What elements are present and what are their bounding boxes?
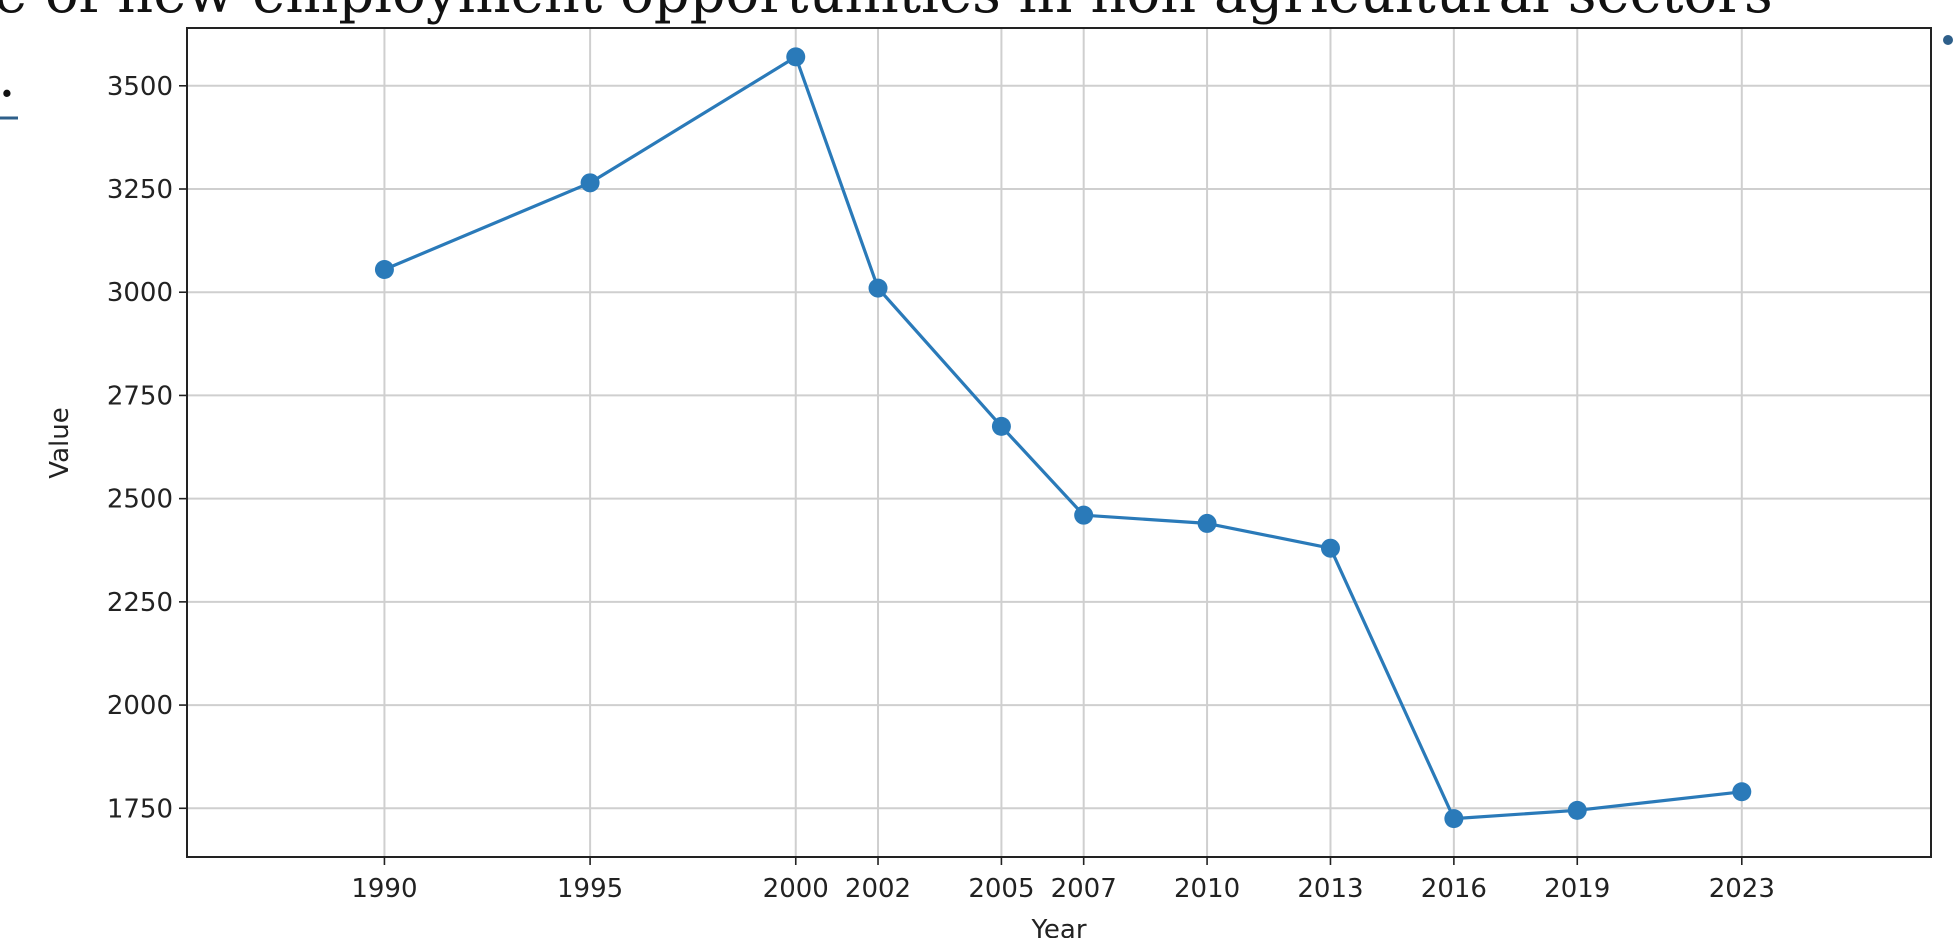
data-point [991, 416, 1011, 436]
data-point [1732, 782, 1752, 802]
y-tick-label: 3000 [107, 278, 173, 308]
x-tick-label: 1995 [557, 874, 623, 904]
y-tick-label: 2500 [107, 485, 173, 515]
y-tick-label: 2250 [107, 588, 173, 618]
x-tick-label: 2016 [1421, 874, 1487, 904]
grid [187, 28, 1931, 857]
y-tick-label: 1750 [107, 794, 173, 824]
background-headline-text: e of new employment opportunities in non… [0, 0, 1773, 26]
data-point [1444, 809, 1464, 829]
x-axis-label: Year [1030, 915, 1086, 938]
x-tick-label: 1990 [351, 874, 417, 904]
data-point [1320, 538, 1340, 558]
data-point [580, 173, 600, 193]
y-tick-label: 3500 [107, 72, 173, 102]
x-tick-label: 2000 [763, 874, 829, 904]
background-left-mark: . [0, 45, 16, 110]
y-axis-label: Value [45, 407, 75, 478]
background-dot [1943, 35, 1953, 45]
x-tick-label: 2019 [1544, 874, 1610, 904]
x-tick-label: 2023 [1709, 874, 1775, 904]
x-tick-label: 2013 [1297, 874, 1363, 904]
x-tick-label: 2002 [845, 874, 911, 904]
axis-ticks: 1990 1995 2000 2002 2005 2007 2010 2013 2016 2019… [107, 72, 1775, 904]
data-point [1567, 800, 1587, 820]
x-tick-label: 2010 [1174, 874, 1240, 904]
x-tick-label: 2005 [968, 874, 1034, 904]
plot-frame [186, 27, 1932, 858]
data-point [374, 260, 394, 280]
x-tick-label: 2007 [1051, 874, 1117, 904]
data-point [868, 278, 888, 298]
data-point [1074, 505, 1094, 525]
series-layer [374, 47, 1752, 829]
y-tick-label: 3250 [107, 175, 173, 205]
data-point [1197, 513, 1217, 533]
y-tick-label: 2000 [107, 691, 173, 721]
data-point [786, 47, 806, 67]
y-tick-label: 2750 [107, 381, 173, 411]
